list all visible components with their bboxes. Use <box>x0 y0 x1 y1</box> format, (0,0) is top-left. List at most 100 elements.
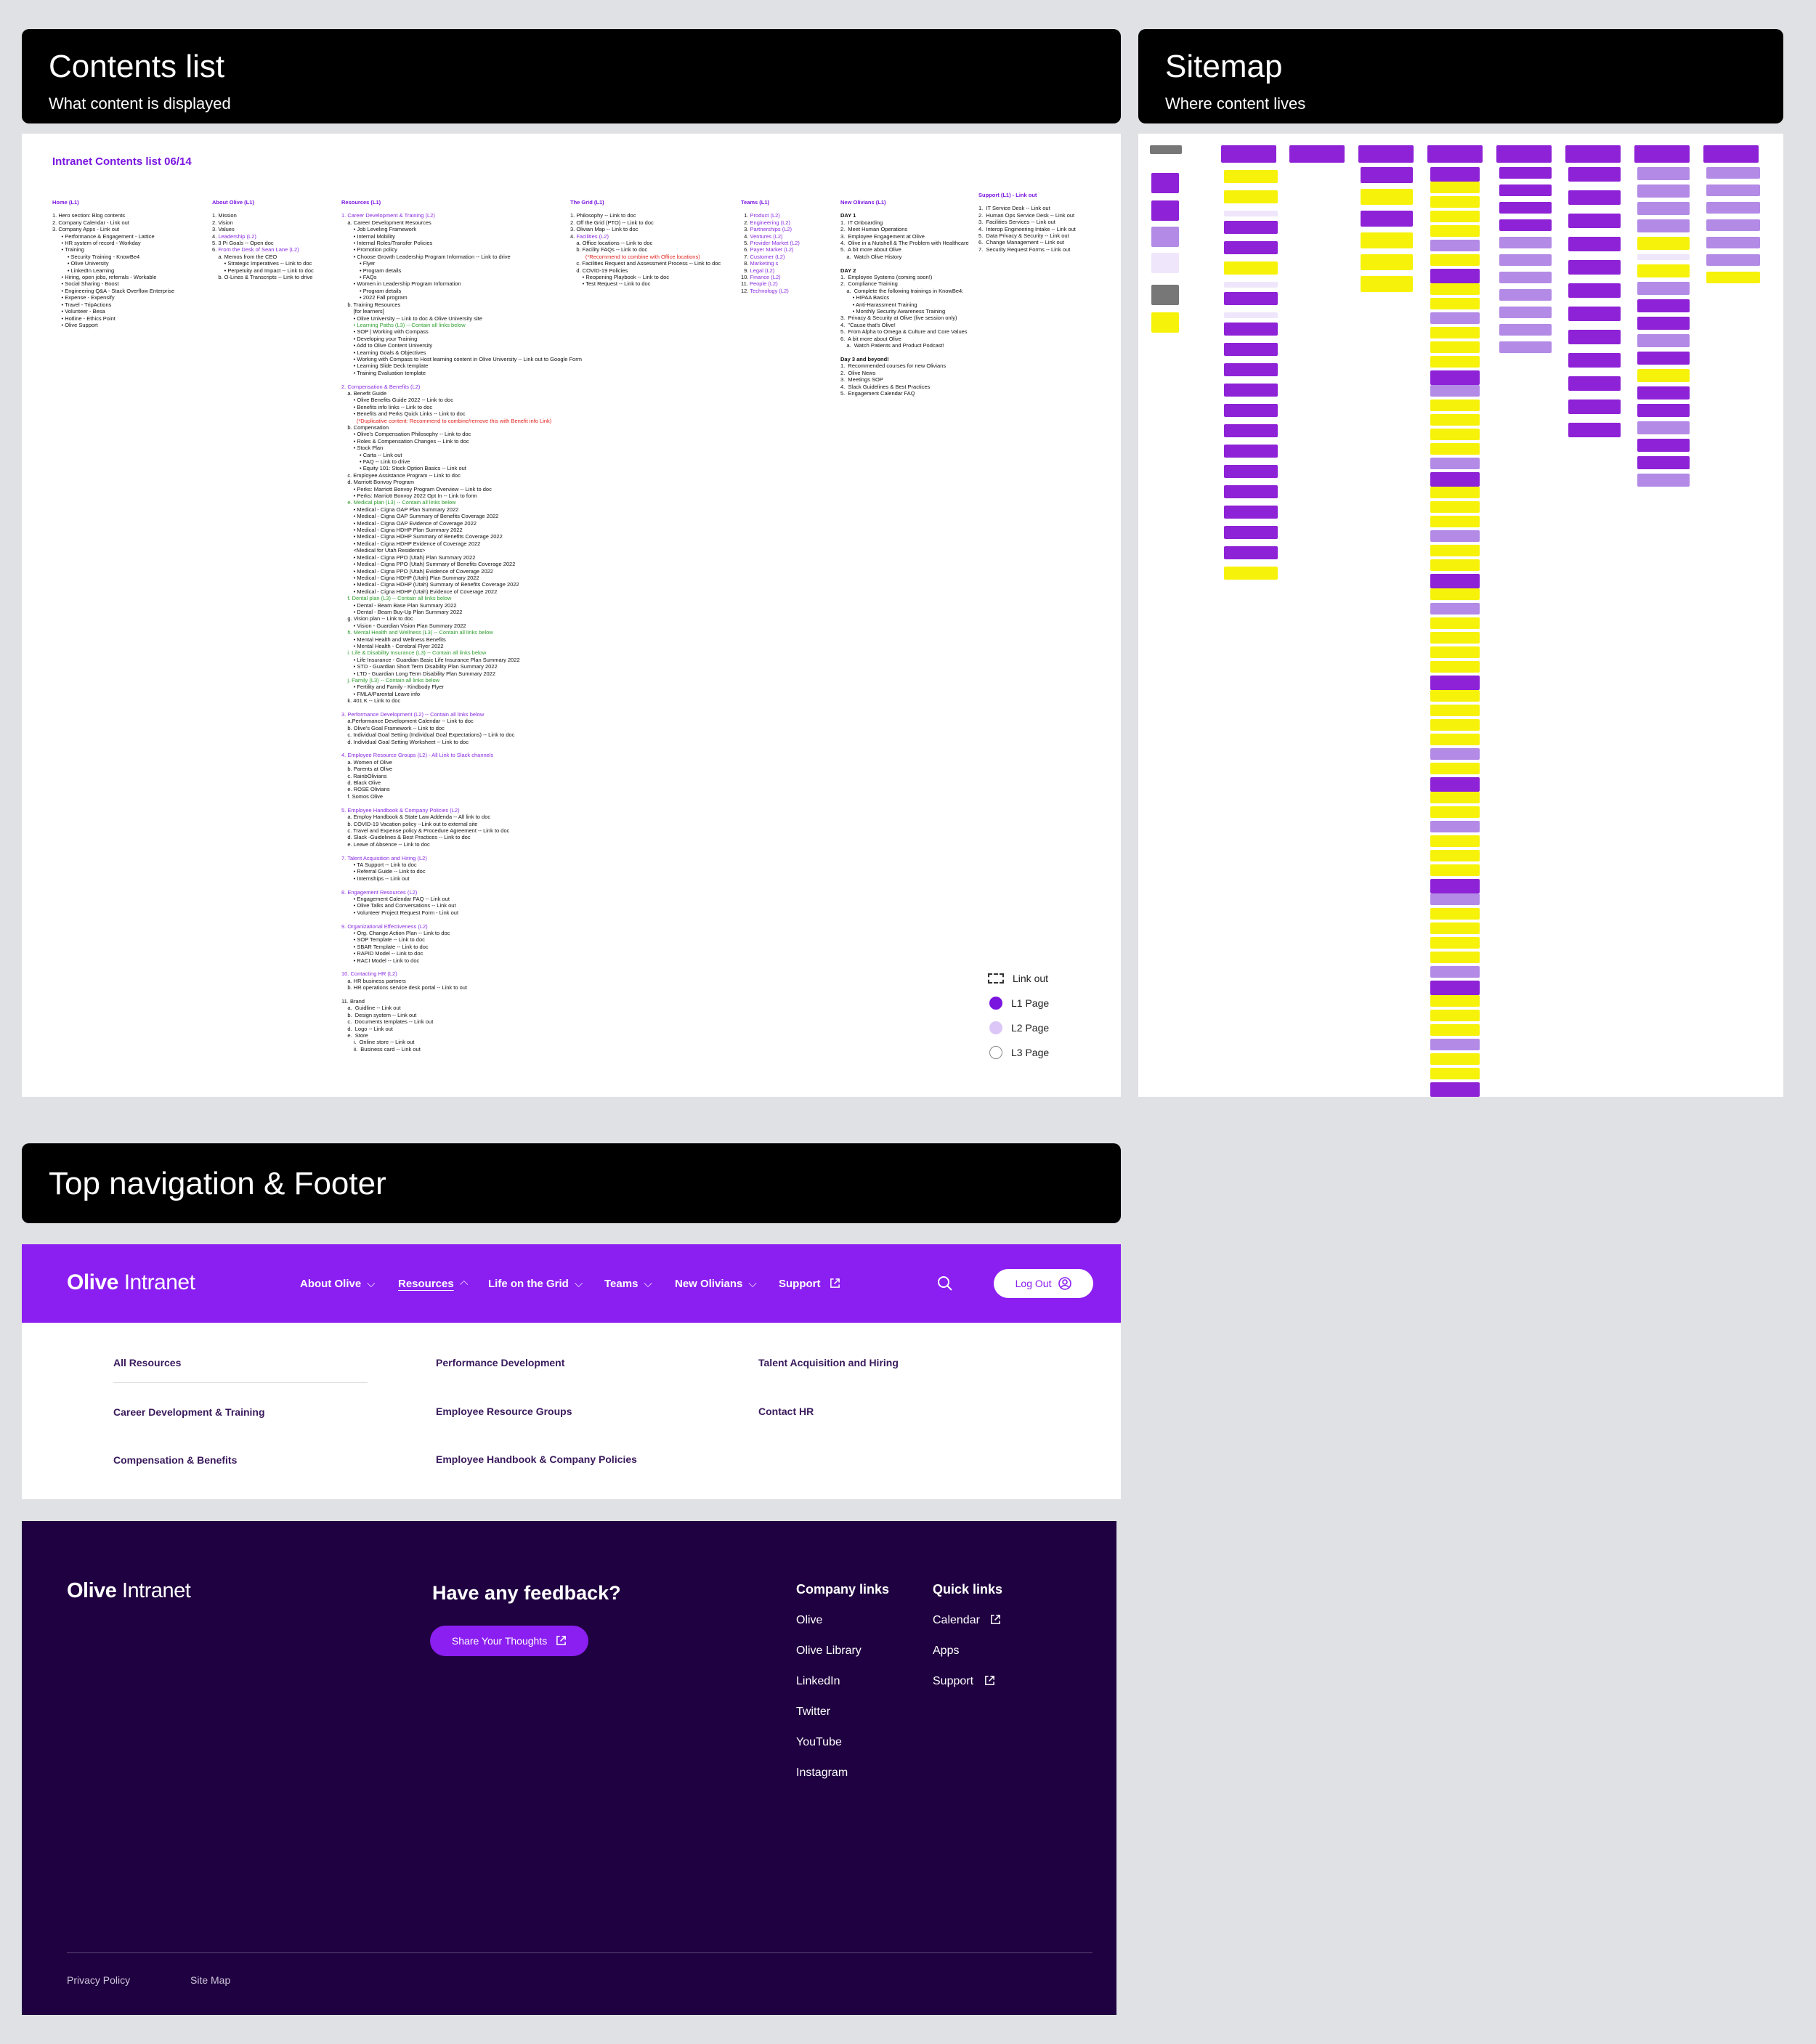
divider <box>113 1382 368 1383</box>
sitemap-block <box>1430 443 1480 455</box>
search-icon[interactable] <box>937 1276 953 1291</box>
sitemap-block <box>1224 170 1278 183</box>
sitemap-block <box>1430 240 1480 251</box>
sitemap-block <box>1430 211 1480 222</box>
footer-link-twitter[interactable]: Twitter <box>796 1706 831 1718</box>
sitemap-block <box>1430 734 1480 745</box>
nav-item-resources[interactable]: Resources ⌵ <box>398 1278 469 1290</box>
sitemap-block <box>1499 219 1552 231</box>
sitemap-block <box>1224 384 1278 397</box>
sitemap-block <box>1224 261 1278 275</box>
menu-item-employee-handbook[interactable]: Employee Handbook & Company Policies <box>436 1453 637 1465</box>
contents-list-subtitle: What content is displayed <box>49 94 231 113</box>
sitemap-block <box>1499 237 1552 248</box>
sitemap-block <box>1568 330 1621 344</box>
sitemap-block <box>1568 400 1621 414</box>
sitemap-block <box>1637 167 1690 180</box>
sitemap-block <box>1151 173 1179 193</box>
sitemap-block <box>1430 341 1480 353</box>
sitemap-block <box>1430 225 1480 237</box>
sitemap-block <box>1703 145 1759 163</box>
log-out-button[interactable]: Log Out <box>994 1269 1093 1298</box>
sitemap-block <box>1430 1024 1480 1036</box>
sitemap-block <box>1637 404 1690 417</box>
sitemap-block <box>1151 285 1179 305</box>
sitemap-block <box>1224 546 1278 559</box>
chevron-up-icon: ⌵ <box>459 1278 469 1290</box>
nav-item-new-olivians[interactable]: New Olivians ⌵ <box>675 1278 757 1290</box>
sitemap-block <box>1499 289 1552 301</box>
sitemap-block <box>1637 219 1690 232</box>
sitemap-header: Sitemap Where content lives <box>1138 29 1783 123</box>
sitemap-block <box>1565 145 1621 163</box>
legend-l1: L1 Page <box>988 991 1049 1015</box>
sitemap-panel <box>1138 134 1783 1097</box>
sitemap-block <box>1637 352 1690 365</box>
nav-logo[interactable]: Olive Intranet <box>67 1270 195 1294</box>
sitemap-block <box>1430 574 1480 588</box>
menu-item-compensation-benefits[interactable]: Compensation & Benefits <box>113 1454 238 1466</box>
sitemap-block <box>1430 1010 1480 1021</box>
sitemap-block <box>1637 439 1690 452</box>
footer-link-youtube[interactable]: YouTube <box>796 1736 842 1748</box>
sitemap-block <box>1224 190 1278 203</box>
sitemap-block <box>1430 182 1480 193</box>
sitemap-block <box>1430 617 1480 629</box>
sitemap-block <box>1151 227 1179 247</box>
footer-link-instagram[interactable]: Instagram <box>796 1767 848 1779</box>
sitemap-block <box>1361 189 1413 205</box>
sitemap-block <box>1568 353 1621 368</box>
sitemap-block <box>1430 603 1480 615</box>
sitemap-block <box>1221 145 1276 163</box>
quick-link-support[interactable]: Support <box>933 1675 995 1688</box>
sitemap-title: Sitemap <box>1165 49 1283 84</box>
nav-item-life-on-the-grid[interactable]: Life on the Grid ⌵ <box>488 1278 583 1290</box>
sitemap-block <box>1430 487 1480 498</box>
quick-link-calendar[interactable]: Calendar <box>933 1614 1001 1627</box>
menu-item-performance-development[interactable]: Performance Development <box>436 1357 565 1368</box>
footer-link-olive-library[interactable]: Olive Library <box>796 1644 862 1657</box>
share-thoughts-button[interactable]: Share Your Thoughts <box>430 1626 588 1656</box>
top-nav-footer-title: Top navigation & Footer <box>49 1166 386 1201</box>
nav-item-about-olive[interactable]: About Olive ⌵ <box>300 1278 376 1290</box>
menu-item-contact-hr[interactable]: Contact HR <box>758 1406 814 1417</box>
quick-link-apps[interactable]: Apps <box>933 1644 960 1657</box>
sitemap-block <box>1224 221 1278 234</box>
resources-dropdown: All Resources Career Development & Train… <box>22 1323 1121 1499</box>
menu-item-employee-resource-groups[interactable]: Employee Resource Groups <box>436 1406 572 1417</box>
top-navigation: Olive Intranet About Olive ⌵ Resources ⌵ L… <box>22 1244 1121 1323</box>
sitemap-block <box>1637 202 1690 215</box>
sitemap-block <box>1499 324 1552 336</box>
chevron-down-icon: ⌵ <box>748 1278 757 1290</box>
site-map-link[interactable]: Site Map <box>190 1974 231 1986</box>
menu-item-all-resources[interactable]: All Resources <box>113 1357 182 1368</box>
footer-link-olive[interactable]: Olive <box>796 1614 823 1626</box>
sitemap-block <box>1430 312 1480 324</box>
sitemap-block <box>1430 864 1480 876</box>
external-link-icon <box>830 1278 840 1288</box>
nav-item-teams[interactable]: Teams ⌵ <box>604 1278 652 1290</box>
sitemap-block <box>1430 588 1480 600</box>
sitemap-block <box>1430 821 1480 832</box>
sitemap-block <box>1637 264 1690 277</box>
footer-logo[interactable]: Olive Intranet <box>67 1579 191 1602</box>
feedback-heading: Have any feedback? <box>432 1582 621 1604</box>
sitemap-block <box>1151 200 1179 221</box>
sitemap-block <box>1430 559 1480 571</box>
menu-item-career-development[interactable]: Career Development & Training <box>113 1406 265 1418</box>
legend-l3: L3 Page <box>988 1040 1049 1065</box>
privacy-policy-link[interactable]: Privacy Policy <box>67 1974 131 1986</box>
sitemap-block <box>1706 167 1760 179</box>
footer-link-linkedin[interactable]: LinkedIn <box>796 1675 840 1687</box>
nav-item-support[interactable]: Support <box>779 1278 840 1290</box>
menu-item-talent-acquisition[interactable]: Talent Acquisition and Hiring <box>758 1357 899 1368</box>
sitemap-block <box>1430 1068 1480 1079</box>
contents-column-home: Home (L1) 1. Hero section: Blog contents … <box>52 199 175 328</box>
company-links-heading: Company links <box>796 1582 890 1597</box>
sitemap-block <box>1637 456 1690 469</box>
sitemap-block <box>1430 516 1480 527</box>
sitemap-block <box>1224 506 1278 519</box>
sitemap-block <box>1430 719 1480 731</box>
sitemap-block <box>1568 214 1621 228</box>
sitemap-block <box>1150 145 1182 154</box>
